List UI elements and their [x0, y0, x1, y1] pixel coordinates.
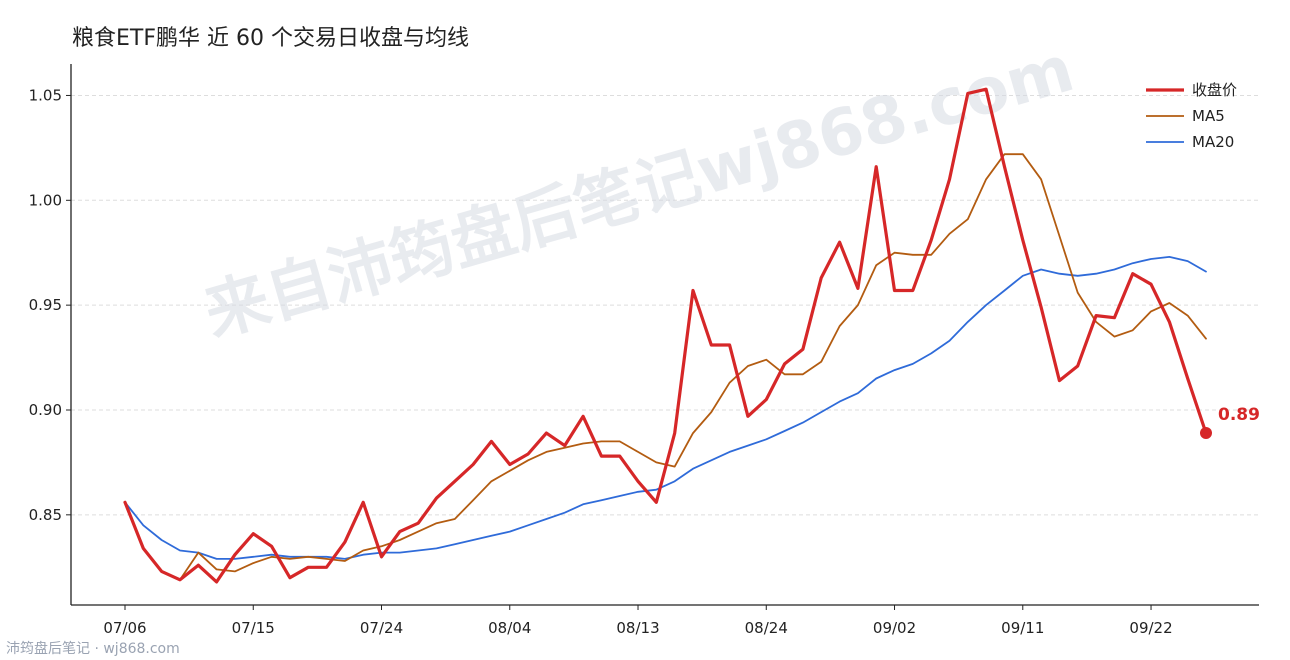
end-value-label: 0.89	[1218, 405, 1260, 425]
y-tick-label: 0.90	[29, 401, 62, 419]
chart-title: 粮食ETF鹏华 近 60 个交易日收盘与均线	[72, 26, 469, 51]
x-tick-label: 08/13	[616, 619, 659, 637]
axes: 0.85 0.90 0.95 1.00 1.05 07/06 07/15 07/24 08/04…	[29, 64, 1259, 637]
y-tick-label: 0.85	[29, 506, 62, 524]
series-layer	[123, 87, 1208, 584]
y-tick-label: 1.00	[29, 191, 62, 209]
x-tick-label: 09/11	[1001, 619, 1044, 637]
legend-label: MA5	[1192, 107, 1225, 125]
end-marker: 0.89	[1200, 405, 1260, 440]
watermark-text: 来自沛筠盘后笔记wj868.com	[197, 32, 1082, 351]
x-tick-label: 08/24	[745, 619, 788, 637]
x-tick-label: 07/24	[360, 619, 403, 637]
legend-label: MA20	[1192, 133, 1234, 151]
x-tick-label: 09/22	[1129, 619, 1172, 637]
x-tick-label: 09/02	[873, 619, 916, 637]
series-line-close	[123, 87, 1208, 584]
watermark-layer: 来自沛筠盘后笔记wj868.com	[197, 32, 1082, 351]
x-tick-label: 08/04	[488, 619, 531, 637]
y-tick-label: 1.05	[29, 86, 62, 104]
x-tick-label: 07/15	[232, 619, 275, 637]
x-tick-label: 07/06	[103, 619, 146, 637]
footer-credit: 沛筠盘后笔记 · wj868.com	[6, 640, 180, 657]
legend-label: 收盘价	[1192, 81, 1237, 99]
end-point-marker	[1200, 427, 1212, 440]
legend: 收盘价 MA5 MA20	[1146, 81, 1237, 151]
gridlines	[71, 94, 1259, 516]
y-tick-label: 0.95	[29, 296, 62, 314]
